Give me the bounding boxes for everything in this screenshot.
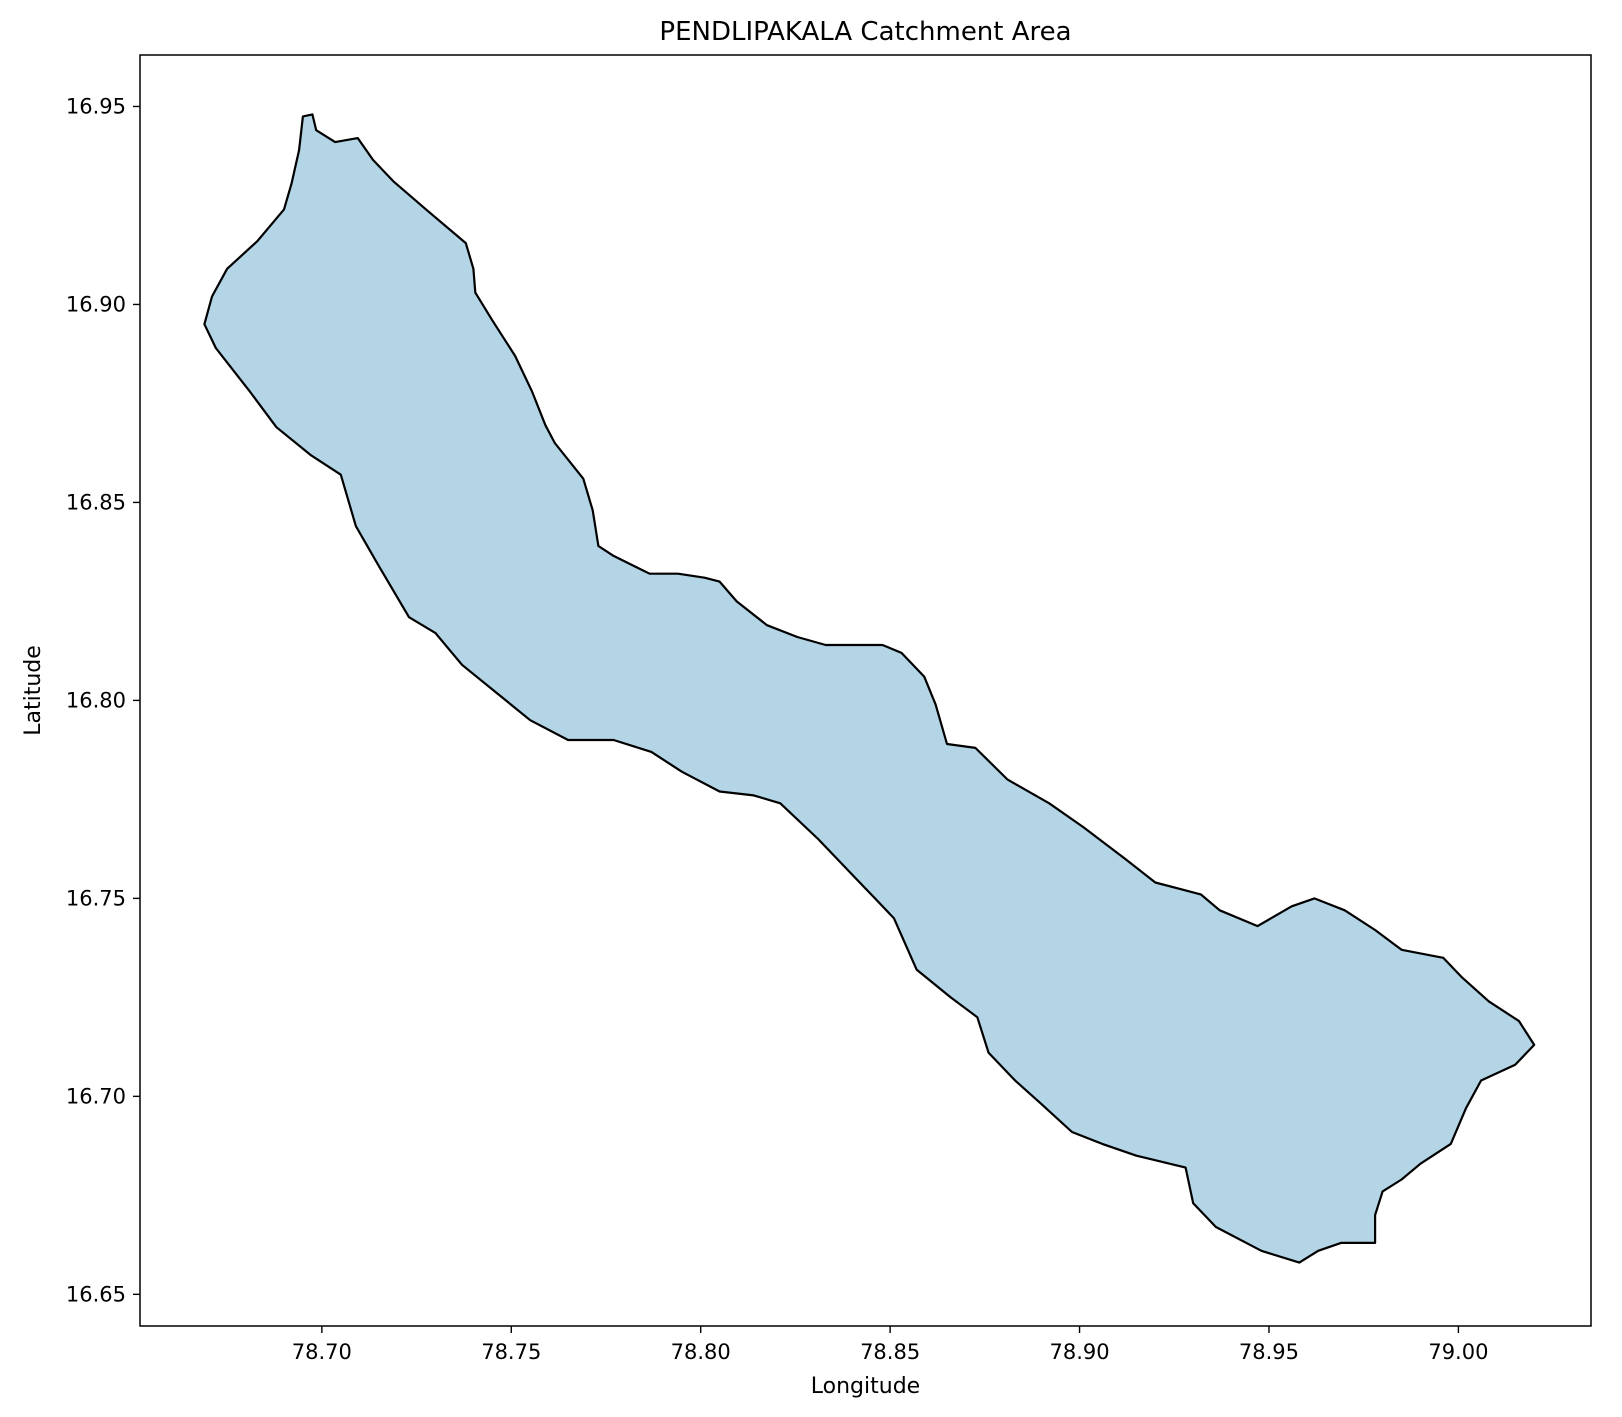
catchment-polygon: [203, 113, 1536, 1264]
x-tick-label: 78.90: [1049, 1340, 1109, 1364]
x-tick-label: 78.70: [292, 1340, 352, 1364]
chart-title: PENDLIPAKALA Catchment Area: [659, 17, 1071, 47]
x-axis-ticks: 78.70 78.75 78.80 78.85 78.90 78.95 79.00: [292, 1326, 1488, 1364]
y-tick-label: 16.75: [66, 886, 126, 910]
x-tick-label: 78.95: [1239, 1340, 1299, 1364]
y-tick-label: 16.95: [66, 94, 126, 118]
x-tick-label: 78.80: [671, 1340, 731, 1364]
x-tick-label: 79.00: [1428, 1340, 1488, 1364]
y-tick-label: 16.80: [66, 688, 126, 712]
y-tick-label: 16.85: [66, 490, 126, 514]
x-axis-label: Longitude: [811, 1374, 920, 1399]
y-axis-label: Latitude: [21, 645, 46, 736]
y-tick-label: 16.70: [66, 1084, 126, 1108]
x-tick-label: 78.75: [481, 1340, 541, 1364]
y-tick-label: 16.65: [66, 1282, 126, 1306]
y-tick-label: 16.90: [66, 292, 126, 316]
plot-area: [139, 54, 1592, 1327]
axes-frame: [139, 54, 1592, 1327]
y-axis-ticks: 16.65 16.70 16.75 16.80 16.85 16.90 16.95: [66, 94, 140, 1306]
x-tick-label: 78.85: [860, 1340, 920, 1364]
